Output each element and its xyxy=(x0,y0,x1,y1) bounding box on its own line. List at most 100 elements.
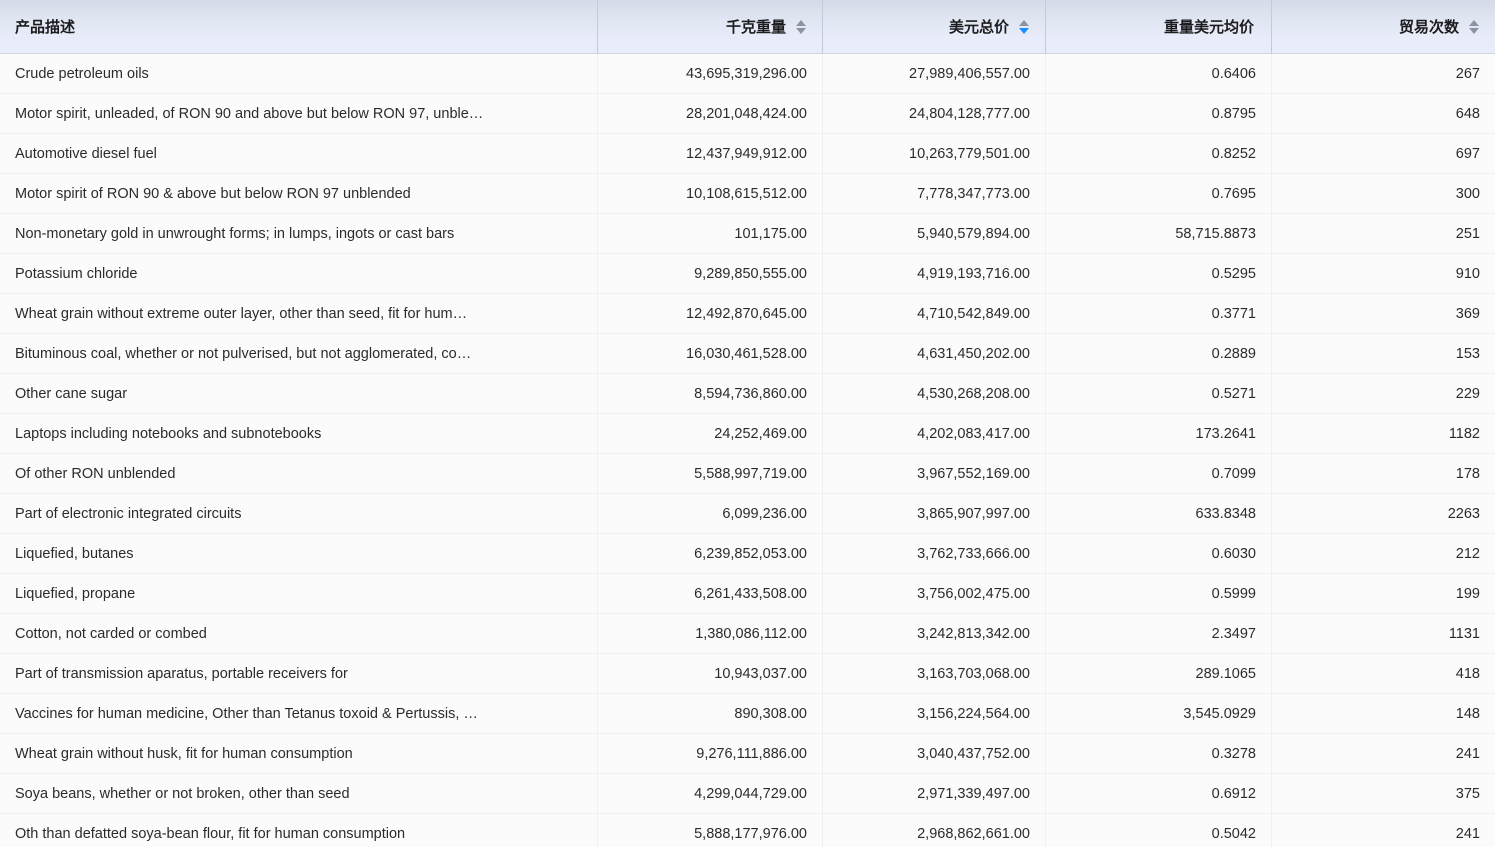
cell-text: 212 xyxy=(1455,545,1480,562)
cell-product: Wheat grain without husk, fit for human … xyxy=(0,734,597,773)
cell-text: 241 xyxy=(1455,825,1480,842)
cell-text: 0.5295 xyxy=(1211,265,1256,282)
cell-text: 9,289,850,555.00 xyxy=(694,265,807,282)
cell-unit_price: 0.7695 xyxy=(1045,174,1271,213)
table-body: Crude petroleum oils 43,695,319,296.00 27,… xyxy=(0,54,1495,847)
table-row[interactable]: Soya beans, whether or not broken, other… xyxy=(0,774,1495,814)
cell-text: 0.7099 xyxy=(1211,465,1256,482)
cell-product: Automotive diesel fuel xyxy=(0,134,597,173)
cell-text: 3,762,733,666.00 xyxy=(917,545,1030,562)
cell-weight_kg: 9,289,850,555.00 xyxy=(597,254,822,293)
table-row[interactable]: Part of electronic integrated circuits 6,… xyxy=(0,494,1495,534)
cell-text: 418 xyxy=(1455,665,1480,682)
table-row[interactable]: Motor spirit, unleaded, of RON 90 and ab… xyxy=(0,94,1495,134)
caret-up-icon[interactable] xyxy=(1019,19,1029,26)
cell-unit_price: 58,715.8873 xyxy=(1045,214,1271,253)
cell-text: 0.2889 xyxy=(1211,345,1256,362)
cell-text: 3,967,552,169.00 xyxy=(917,465,1030,482)
cell-text: 7,778,347,773.00 xyxy=(917,185,1030,202)
column-header-value_usd[interactable]: 美元总价 xyxy=(822,0,1045,53)
cell-weight_kg: 16,030,461,528.00 xyxy=(597,334,822,373)
cell-text: 910 xyxy=(1455,265,1480,282)
table-row[interactable]: Other cane sugar 8,594,736,860.00 4,530,26… xyxy=(0,374,1495,414)
caret-up-icon[interactable] xyxy=(796,19,806,26)
cell-text: Laptops including notebooks and subnoteb… xyxy=(15,425,322,442)
caret-down-icon[interactable] xyxy=(796,27,806,34)
caret-up-icon[interactable] xyxy=(1469,19,1479,26)
cell-text: 10,943,037.00 xyxy=(714,665,807,682)
column-header-trades[interactable]: 贸易次数 xyxy=(1271,0,1495,53)
table-row[interactable]: Wheat grain without husk, fit for human … xyxy=(0,734,1495,774)
cell-weight_kg: 5,588,997,719.00 xyxy=(597,454,822,493)
cell-value_usd: 3,156,224,564.00 xyxy=(822,694,1045,733)
cell-value_usd: 5,940,579,894.00 xyxy=(822,214,1045,253)
cell-text: 4,530,268,208.00 xyxy=(917,385,1030,402)
table-row[interactable]: Potassium chloride 9,289,850,555.00 4,919,… xyxy=(0,254,1495,294)
cell-text: 43,695,319,296.00 xyxy=(686,65,807,82)
cell-text: 369 xyxy=(1455,305,1480,322)
cell-text: 3,040,437,752.00 xyxy=(917,745,1030,762)
cell-text: 3,242,813,342.00 xyxy=(917,625,1030,642)
table-row[interactable]: Automotive diesel fuel 12,437,949,912.00 1… xyxy=(0,134,1495,174)
cell-value_usd: 3,756,002,475.00 xyxy=(822,574,1045,613)
sort-toggle-value_usd[interactable] xyxy=(1018,19,1030,34)
table-row[interactable]: Part of transmission aparatus, portable … xyxy=(0,654,1495,694)
table-row[interactable]: Liquefied, butanes 6,239,852,053.00 3,762,… xyxy=(0,534,1495,574)
caret-down-icon[interactable] xyxy=(1469,27,1479,34)
table-row[interactable]: Motor spirit of RON 90 & above but below… xyxy=(0,174,1495,214)
cell-text: 153 xyxy=(1455,345,1480,362)
cell-unit_price: 0.6030 xyxy=(1045,534,1271,573)
cell-unit_price: 0.5295 xyxy=(1045,254,1271,293)
cell-unit_price: 2.3497 xyxy=(1045,614,1271,653)
cell-trades: 178 xyxy=(1271,454,1495,493)
cell-text: 5,588,997,719.00 xyxy=(694,465,807,482)
cell-trades: 153 xyxy=(1271,334,1495,373)
sort-toggle-trades[interactable] xyxy=(1468,19,1480,34)
cell-text: 3,163,703,068.00 xyxy=(917,665,1030,682)
cell-trades: 2263 xyxy=(1271,494,1495,533)
sort-toggle-weight_kg[interactable] xyxy=(795,19,807,34)
cell-text: 2.3497 xyxy=(1211,625,1256,642)
cell-text: 648 xyxy=(1455,105,1480,122)
cell-weight_kg: 28,201,048,424.00 xyxy=(597,94,822,133)
table-row[interactable]: Bituminous coal, whether or not pulveris… xyxy=(0,334,1495,374)
cell-value_usd: 7,778,347,773.00 xyxy=(822,174,1045,213)
cell-text: 8,594,736,860.00 xyxy=(694,385,807,402)
cell-unit_price: 0.3771 xyxy=(1045,294,1271,333)
column-header-label: 重量美元均价 xyxy=(1163,19,1254,36)
cell-product: Bituminous coal, whether or not pulveris… xyxy=(0,334,597,373)
table-row[interactable]: Crude petroleum oils 43,695,319,296.00 27,… xyxy=(0,54,1495,94)
table-row[interactable]: Cotton, not carded or combed 1,380,086,11… xyxy=(0,614,1495,654)
table-row[interactable]: Oth than defatted soya-bean flour, fit f… xyxy=(0,814,1495,847)
cell-product: Motor spirit of RON 90 & above but below… xyxy=(0,174,597,213)
table-row[interactable]: Vaccines for human medicine, Other than … xyxy=(0,694,1495,734)
cell-text: 0.5042 xyxy=(1211,825,1256,842)
cell-text: 0.8795 xyxy=(1211,105,1256,122)
table-row[interactable]: Laptops including notebooks and subnoteb… xyxy=(0,414,1495,454)
cell-text: 4,710,542,849.00 xyxy=(917,305,1030,322)
cell-product: Laptops including notebooks and subnoteb… xyxy=(0,414,597,453)
column-header-weight_kg[interactable]: 千克重量 xyxy=(597,0,822,53)
cell-text: 0.5271 xyxy=(1211,385,1256,402)
cell-unit_price: 0.5271 xyxy=(1045,374,1271,413)
cell-text: 9,276,111,886.00 xyxy=(696,745,807,762)
cell-value_usd: 4,919,193,716.00 xyxy=(822,254,1045,293)
cell-text: 199 xyxy=(1455,585,1480,602)
cell-text: 0.5999 xyxy=(1211,585,1256,602)
cell-text: 2,968,862,661.00 xyxy=(917,825,1030,842)
cell-trades: 241 xyxy=(1271,814,1495,847)
table-row[interactable]: Wheat grain without extreme outer layer,… xyxy=(0,294,1495,334)
caret-down-icon[interactable] xyxy=(1019,27,1029,34)
cell-product: Motor spirit, unleaded, of RON 90 and ab… xyxy=(0,94,597,133)
table-row[interactable]: Of other RON unblended 5,588,997,719.00 3,… xyxy=(0,454,1495,494)
cell-text: 10,108,615,512.00 xyxy=(686,185,807,202)
table-row[interactable]: Non-monetary gold in unwrought forms; in… xyxy=(0,214,1495,254)
cell-text: 0.8252 xyxy=(1211,145,1256,162)
cell-text: Oth than defatted soya-bean flour, fit f… xyxy=(15,825,406,842)
cell-trades: 1131 xyxy=(1271,614,1495,653)
table-row[interactable]: Liquefied, propane 6,261,433,508.00 3,756,… xyxy=(0,574,1495,614)
cell-weight_kg: 6,239,852,053.00 xyxy=(597,534,822,573)
cell-text: 251 xyxy=(1455,225,1480,242)
cell-text: 12,437,949,912.00 xyxy=(686,145,807,162)
cell-text: Motor spirit, unleaded, of RON 90 and ab… xyxy=(15,105,484,122)
